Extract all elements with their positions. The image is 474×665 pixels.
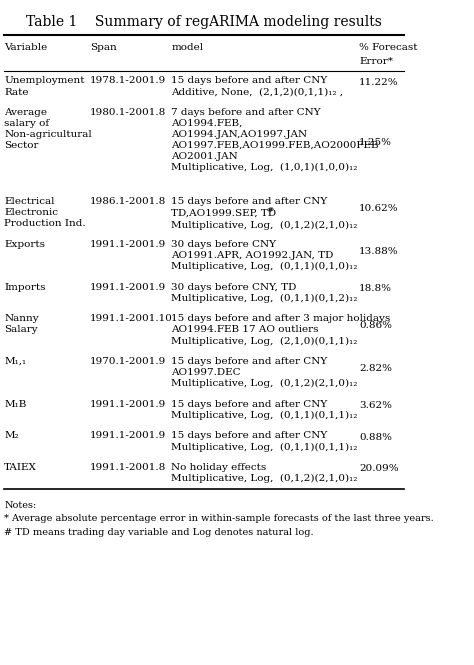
Text: # TD means trading day variable and Log denotes natural log.: # TD means trading day variable and Log …	[4, 528, 314, 537]
Text: 7 days before and after CNY
AO1994.FEB,
AO1994.JAN,AO1997.JAN
AO1997.FEB,AO1999.: 7 days before and after CNY AO1994.FEB, …	[171, 108, 379, 172]
Text: 15 days before and after CNY
Multiplicative, Log,  (0,1,1)(0,1,1)₁₂: 15 days before and after CNY Multiplicat…	[171, 400, 358, 420]
Text: Imports: Imports	[4, 283, 46, 292]
Text: 15 days before and after 3 major holidays
AO1994.FEB 17 AO outliers
Multiplicati: 15 days before and after 3 major holiday…	[171, 315, 391, 346]
Text: Error*: Error*	[359, 57, 393, 66]
Text: 1980.1-2001.8: 1980.1-2001.8	[90, 108, 166, 117]
Text: Unemployment
Rate: Unemployment Rate	[4, 76, 84, 96]
Text: 1970.1-2001.9: 1970.1-2001.9	[90, 357, 166, 366]
Text: Multiplicative, Log,  (0,1,2)(2,1,0)₁₂: Multiplicative, Log, (0,1,2)(2,1,0)₁₂	[171, 221, 358, 229]
Text: 1991.1-2001.9: 1991.1-2001.9	[90, 240, 166, 249]
Text: 1986.1-2001.8: 1986.1-2001.8	[90, 198, 166, 206]
Text: M₂: M₂	[4, 432, 19, 440]
Text: 1991.1-2001.8: 1991.1-2001.8	[90, 463, 166, 471]
Text: No holiday effects
Multiplicative, Log,  (0,1,2)(2,1,0)₁₂: No holiday effects Multiplicative, Log, …	[171, 463, 358, 483]
Text: Notes:: Notes:	[4, 501, 36, 510]
Text: 1991.1-2001.10: 1991.1-2001.10	[90, 315, 173, 323]
Text: 10.62%: 10.62%	[359, 204, 399, 213]
Text: TAIEX: TAIEX	[4, 463, 37, 471]
Text: 11.22%: 11.22%	[359, 78, 399, 87]
Text: 1.25%: 1.25%	[359, 138, 392, 147]
Text: 13.88%: 13.88%	[359, 247, 399, 256]
Text: Variable: Variable	[4, 43, 47, 52]
Text: % Forecast: % Forecast	[359, 43, 418, 52]
Text: 30 days before CNY, TD
Multiplicative, Log,  (0,1,1)(0,1,2)₁₂: 30 days before CNY, TD Multiplicative, L…	[171, 283, 358, 303]
Text: #: #	[266, 206, 273, 214]
Text: 1978.1-2001.9: 1978.1-2001.9	[90, 76, 166, 86]
Text: M₁,₁: M₁,₁	[4, 357, 26, 366]
Text: Nanny
Salary: Nanny Salary	[4, 315, 39, 334]
Text: 15 days before and after CNY: 15 days before and after CNY	[171, 198, 328, 206]
Text: 30 days before CNY
AO1991.APR, AO1992.JAN, TD
Multiplicative, Log,  (0,1,1)(0,1,: 30 days before CNY AO1991.APR, AO1992.JA…	[171, 240, 358, 271]
Text: 0.86%: 0.86%	[359, 321, 392, 331]
Text: 1991.1-2001.9: 1991.1-2001.9	[90, 400, 166, 409]
Text: model: model	[171, 43, 203, 52]
Text: 1991.1-2001.9: 1991.1-2001.9	[90, 432, 166, 440]
Text: Exports: Exports	[4, 240, 45, 249]
Text: 0.88%: 0.88%	[359, 432, 392, 442]
Text: 20.09%: 20.09%	[359, 464, 399, 473]
Text: 3.62%: 3.62%	[359, 401, 392, 410]
Text: Electrical
Electronic
Production Ind.: Electrical Electronic Production Ind.	[4, 198, 86, 228]
Text: 15 days before and after CNY
AO1997.DEC
Multiplicative, Log,  (0,1,2)(2,1,0)₁₂: 15 days before and after CNY AO1997.DEC …	[171, 357, 358, 388]
Text: Table 1    Summary of regARIMA modeling results: Table 1 Summary of regARIMA modeling res…	[26, 15, 382, 29]
Text: M₁B: M₁B	[4, 400, 27, 409]
Text: * Average absolute percentage error in within-sample forecasts of the last three: * Average absolute percentage error in w…	[4, 514, 434, 523]
Text: Span: Span	[90, 43, 117, 52]
Text: 2.82%: 2.82%	[359, 364, 392, 373]
Text: 15 days before and after CNY
Multiplicative, Log,  (0,1,1)(0,1,1)₁₂: 15 days before and after CNY Multiplicat…	[171, 432, 358, 452]
Text: 18.8%: 18.8%	[359, 284, 392, 293]
Text: 1991.1-2001.9: 1991.1-2001.9	[90, 283, 166, 292]
Text: TD,AO1999.SEP, TD: TD,AO1999.SEP, TD	[171, 209, 276, 218]
Text: Average
salary of
Non-agricultural
Sector: Average salary of Non-agricultural Secto…	[4, 108, 92, 150]
Text: 15 days before and after CNY
Additive, None,  (2,1,2)(0,1,1)₁₂ ,: 15 days before and after CNY Additive, N…	[171, 76, 343, 96]
